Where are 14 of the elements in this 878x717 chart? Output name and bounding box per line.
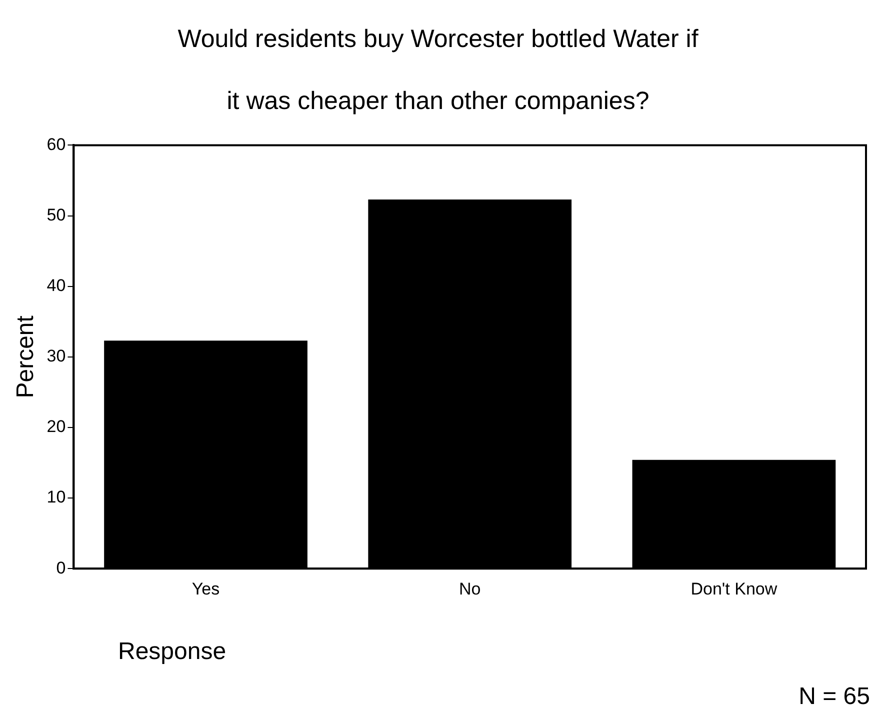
y-tick-label: 20 [46,417,66,436]
y-tick-label: 60 [46,134,66,154]
y-tick-label: 50 [46,205,66,224]
x-tick-label: Don't Know [690,579,778,598]
y-tick-label: 10 [46,488,66,507]
y-axis-title: Percent [12,315,40,398]
x-tick-label: Yes [192,579,220,598]
x-tick-label: No [458,579,481,598]
y-tick-label: 0 [56,558,66,578]
y-tick-label: 40 [46,276,66,296]
chart-title: Would residents buy Worcester bottled Water if it was cheaper than other companies? [178,25,698,115]
y-tick-label: 30 [46,346,66,366]
text: N = 65 [798,683,870,711]
x-axis-title: Response [118,638,226,666]
